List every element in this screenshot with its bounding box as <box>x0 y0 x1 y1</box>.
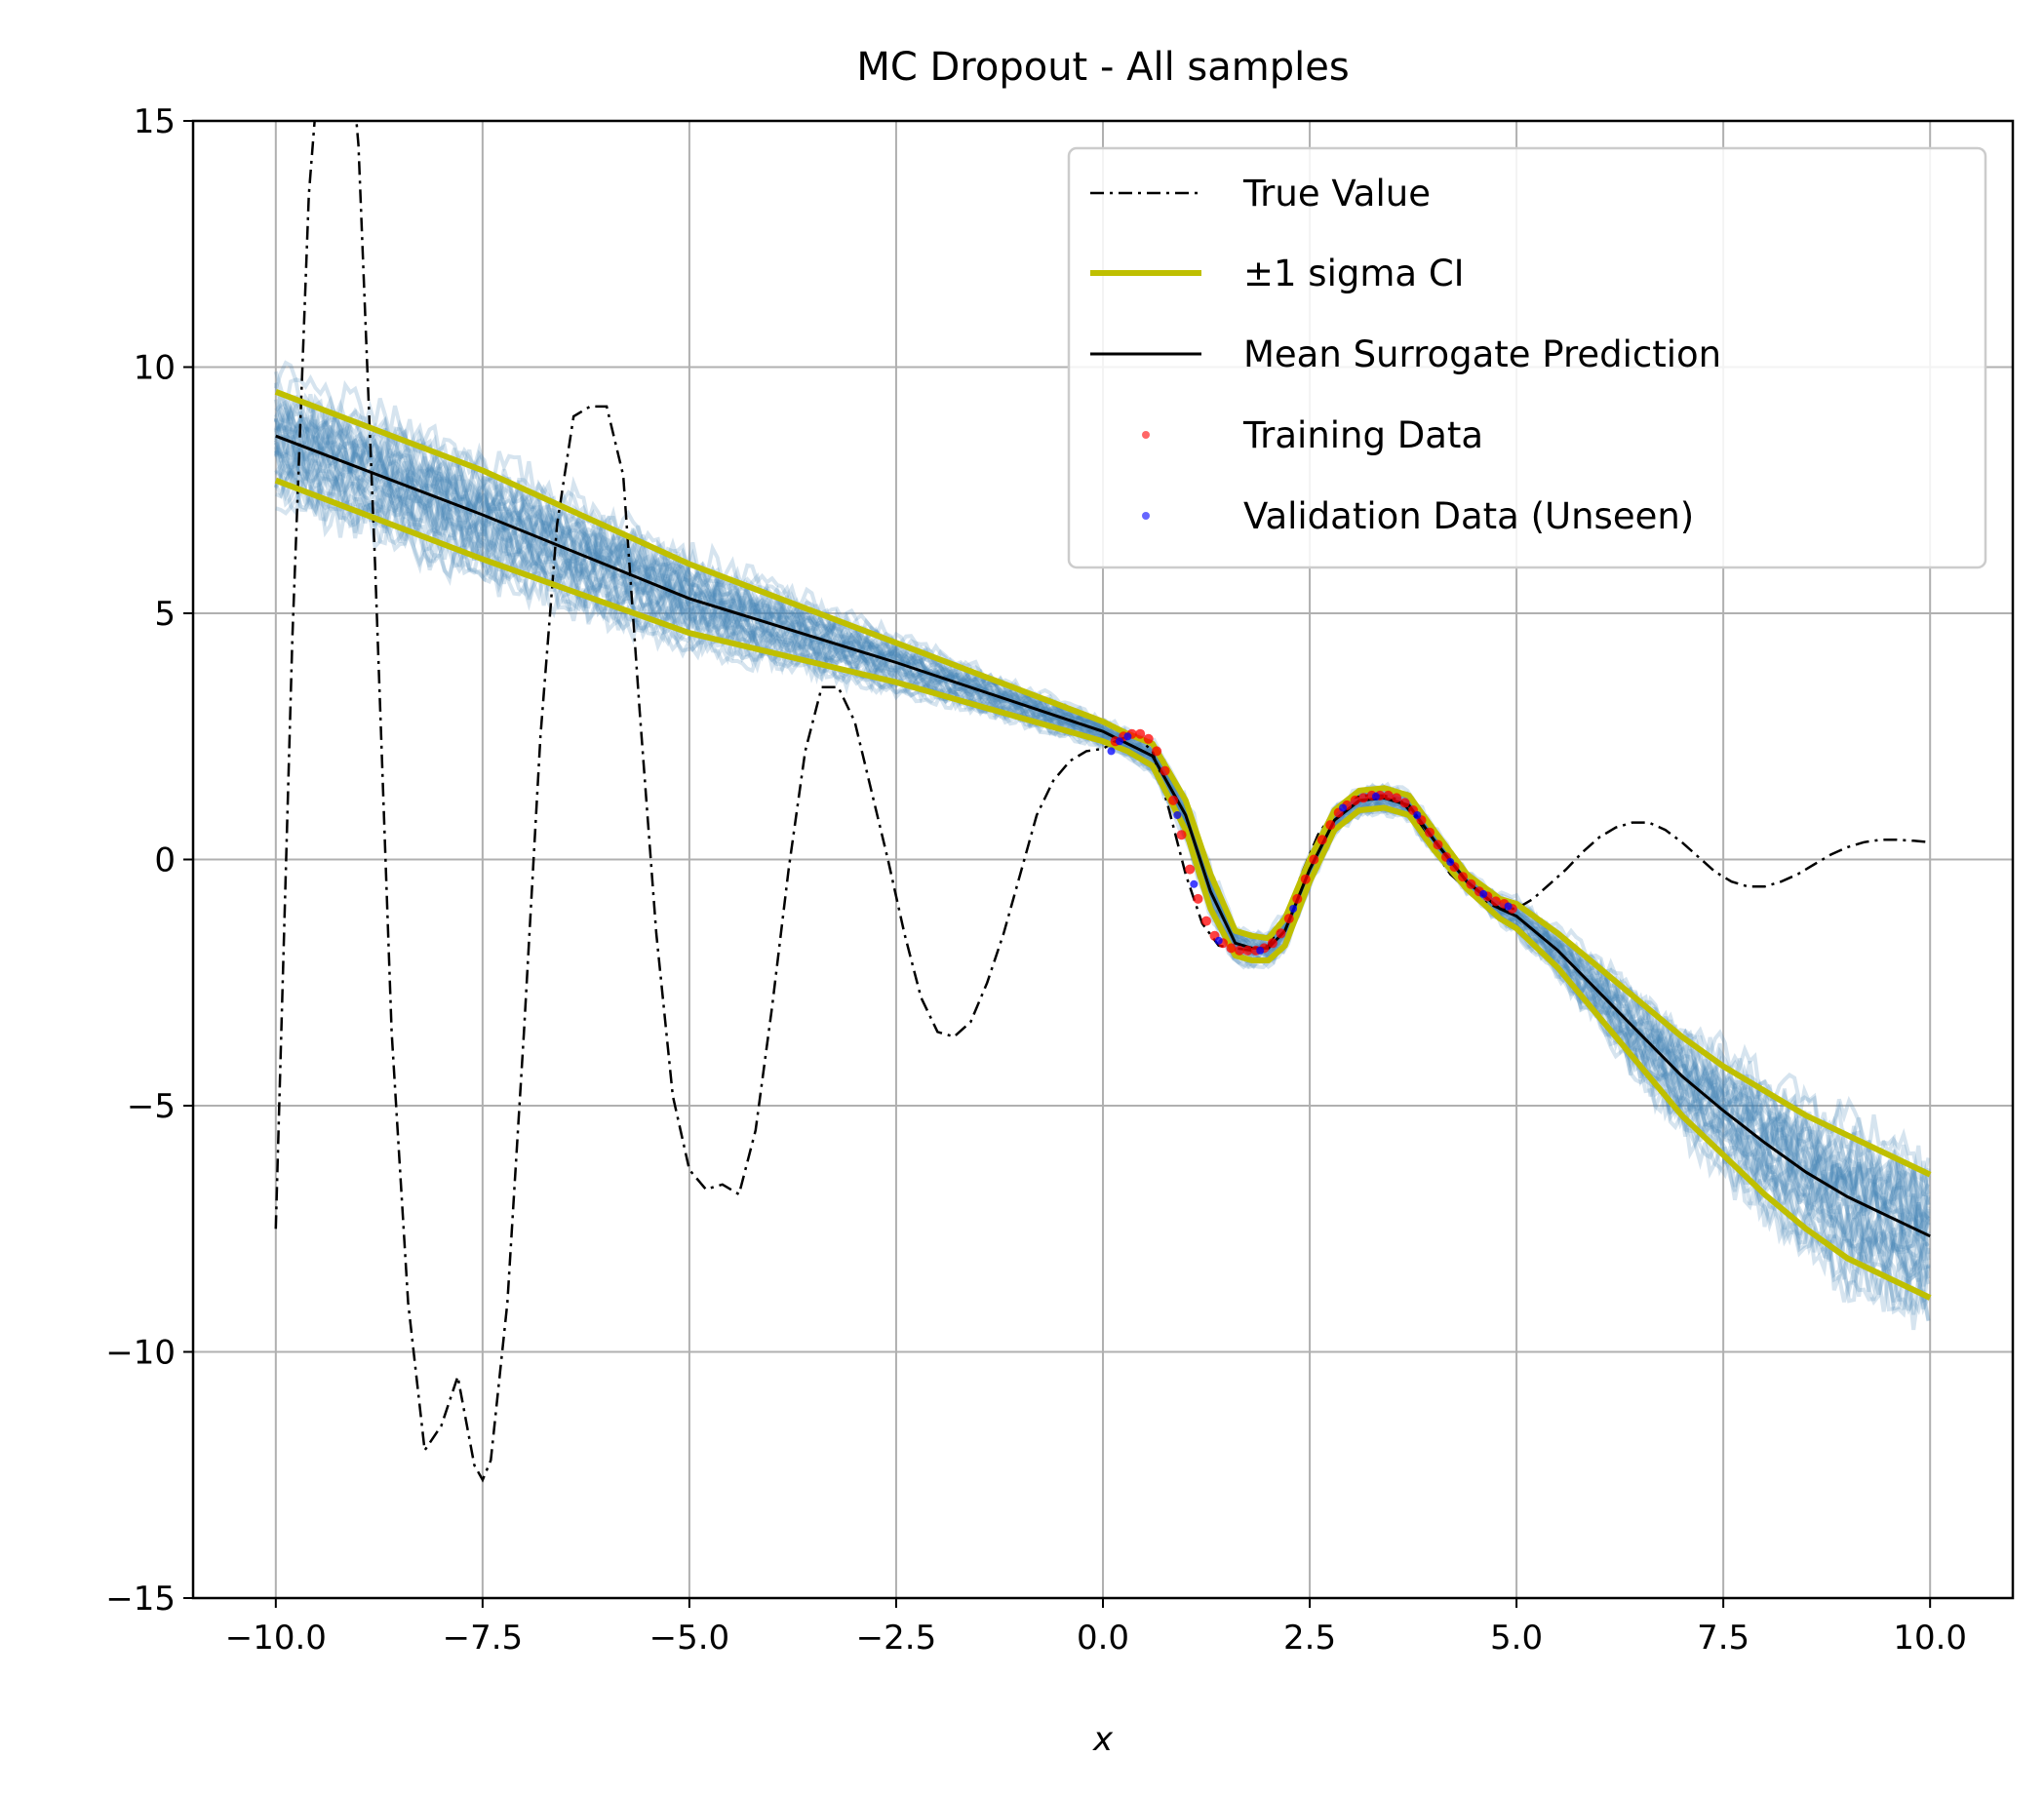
chart-title: MC Dropout - All samples <box>856 45 1349 90</box>
x-tick-label: 2.5 <box>1283 1619 1336 1658</box>
legend-label-training: Training Data <box>1242 414 1483 456</box>
x-tick-label: 7.5 <box>1697 1619 1749 1658</box>
x-tick-label: −5.0 <box>649 1619 730 1658</box>
legend-label-true-value: True Value <box>1242 173 1431 215</box>
sample-line <box>273 423 1931 1263</box>
training-point <box>1358 793 1369 803</box>
x-axis-ticks: −10.0 −7.5 −5.0 −2.5 0.0 2.5 5.0 7.5 10.0 <box>225 1598 1967 1658</box>
training-point <box>1466 878 1476 889</box>
validation-point <box>1123 732 1132 741</box>
training-point <box>1490 896 1501 907</box>
training-point <box>1292 893 1303 904</box>
training-point <box>1425 827 1435 838</box>
y-tick-label: 15 <box>134 102 176 141</box>
legend: True Value ±1 sigma CI Mean Surrogate Pr… <box>1067 146 1987 569</box>
training-point <box>1160 765 1170 776</box>
training-point <box>1143 733 1154 744</box>
validation-point <box>1107 747 1116 756</box>
y-tick-label: 10 <box>134 349 176 388</box>
sample-line <box>273 417 1930 1242</box>
training-point <box>1383 790 1394 800</box>
validation-point <box>1446 858 1455 866</box>
training-point <box>1267 938 1278 949</box>
x-tick-label: −2.5 <box>856 1619 937 1658</box>
training-point <box>1276 928 1286 939</box>
training-point <box>1458 872 1468 882</box>
y-tick-label: −15 <box>105 1580 176 1619</box>
legend-label-ci: ±1 sigma CI <box>1243 253 1465 294</box>
training-point <box>1300 874 1311 884</box>
sample-line <box>273 447 1930 1282</box>
validation-point <box>1173 811 1182 819</box>
training-point <box>1168 795 1179 805</box>
legend-label-validation: Validation Data (Unseen) <box>1243 495 1694 537</box>
validation-point <box>1190 879 1199 888</box>
training-point <box>1185 864 1196 875</box>
training-point <box>1325 820 1336 831</box>
training-point <box>1226 943 1237 954</box>
sample-line <box>273 441 1929 1278</box>
training-point <box>1176 830 1187 840</box>
sample-line <box>273 433 1931 1279</box>
sample-line <box>274 395 1931 1212</box>
x-tick-label: 5.0 <box>1490 1619 1543 1658</box>
true-value-line <box>274 121 1931 1483</box>
training-point <box>1392 793 1402 803</box>
training-point <box>1201 916 1211 926</box>
y-tick-label: 0 <box>154 841 176 880</box>
sample-line <box>274 405 1931 1230</box>
legend-box <box>1067 146 1987 569</box>
sample-line <box>273 439 1931 1292</box>
y-tick-label: −5 <box>127 1087 176 1126</box>
training-point <box>1135 728 1146 739</box>
validation-point <box>1289 905 1298 913</box>
sample-line <box>273 431 1931 1253</box>
x-tick-label: 0.0 <box>1077 1619 1129 1658</box>
ci-lower-line <box>274 477 1932 1301</box>
training-point <box>1350 795 1360 805</box>
validation-point <box>1504 902 1513 911</box>
y-tick-label: 5 <box>154 595 176 634</box>
validation-point <box>1214 936 1223 945</box>
training-point <box>1235 945 1244 956</box>
sample-line <box>273 391 1931 1223</box>
validation-point <box>1371 792 1380 800</box>
validation-point <box>1479 889 1488 898</box>
y-tick-label: −10 <box>105 1334 176 1373</box>
sample-line <box>273 395 1931 1207</box>
y-axis-ticks: −15 −10 −5 0 5 10 15 <box>105 102 193 1619</box>
x-tick-label: 10.0 <box>1893 1619 1967 1658</box>
sample-line <box>273 446 1930 1272</box>
x-tick-label: −7.5 <box>443 1619 524 1658</box>
validation-point <box>1413 811 1422 819</box>
legend-swatch-training <box>1142 431 1150 439</box>
validation-point <box>1339 803 1347 812</box>
legend-label-mean: Mean Surrogate Prediction <box>1243 333 1721 375</box>
sample-line <box>273 417 1931 1255</box>
sample-line <box>274 403 1931 1218</box>
series-layer <box>274 121 1932 1483</box>
validation-point <box>1116 737 1123 746</box>
sample-line <box>274 419 1931 1243</box>
training-point <box>1309 854 1319 865</box>
training-point <box>1152 746 1162 757</box>
training-point <box>1242 945 1253 956</box>
training-point <box>1317 835 1327 845</box>
training-point <box>1433 839 1443 850</box>
training-point <box>1283 914 1294 924</box>
x-axis-label: x <box>1092 1720 1114 1759</box>
x-tick-label: −10.0 <box>225 1619 327 1658</box>
training-point <box>1399 798 1410 808</box>
training-point <box>1193 893 1203 904</box>
sample-line <box>273 393 1930 1198</box>
validation-point <box>1256 946 1265 955</box>
legend-swatch-validation <box>1142 512 1150 520</box>
